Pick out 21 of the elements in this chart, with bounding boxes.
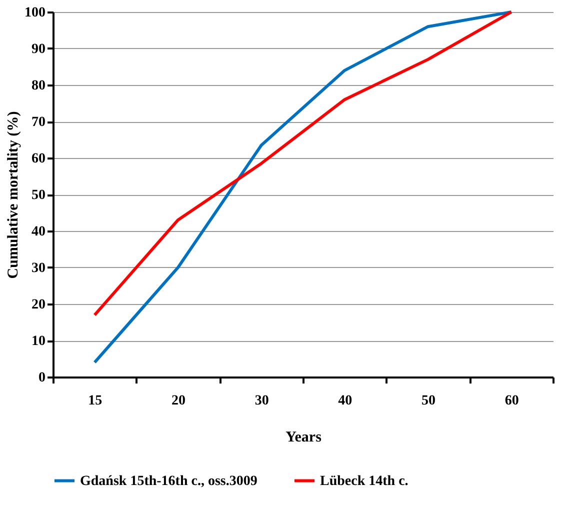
- y-tick-label: 40: [32, 224, 46, 240]
- y-tick-label: 50: [32, 188, 46, 203]
- y-axis-title: Cumulative mortality (%): [6, 111, 22, 279]
- x-tick-label: 40: [338, 394, 352, 408]
- y-tick-label: 30: [32, 261, 46, 276]
- y-tick-label: 10: [32, 334, 46, 349]
- y-tick-label: 90: [32, 42, 46, 57]
- x-tick-label: 50: [422, 394, 436, 408]
- x-tick-label: 30: [254, 394, 269, 408]
- legend-label: Gdańsk 15th-16th c., oss.3009: [80, 474, 258, 489]
- x-axis-title: Years: [286, 430, 322, 446]
- x-tick-label: 15: [88, 394, 102, 408]
- x-tick-label: 20: [172, 394, 186, 408]
- y-tick-label: 100: [24, 6, 46, 20]
- y-tick-label: 0: [38, 370, 46, 386]
- legend-label: Lübeck 14th c.: [320, 474, 408, 489]
- y-tick-label: 20: [32, 298, 46, 312]
- y-tick-label: 70: [32, 115, 46, 130]
- x-tick-label: 60: [504, 394, 519, 408]
- y-tick-label: 80: [32, 78, 46, 94]
- y-tick-label: 60: [32, 152, 46, 166]
